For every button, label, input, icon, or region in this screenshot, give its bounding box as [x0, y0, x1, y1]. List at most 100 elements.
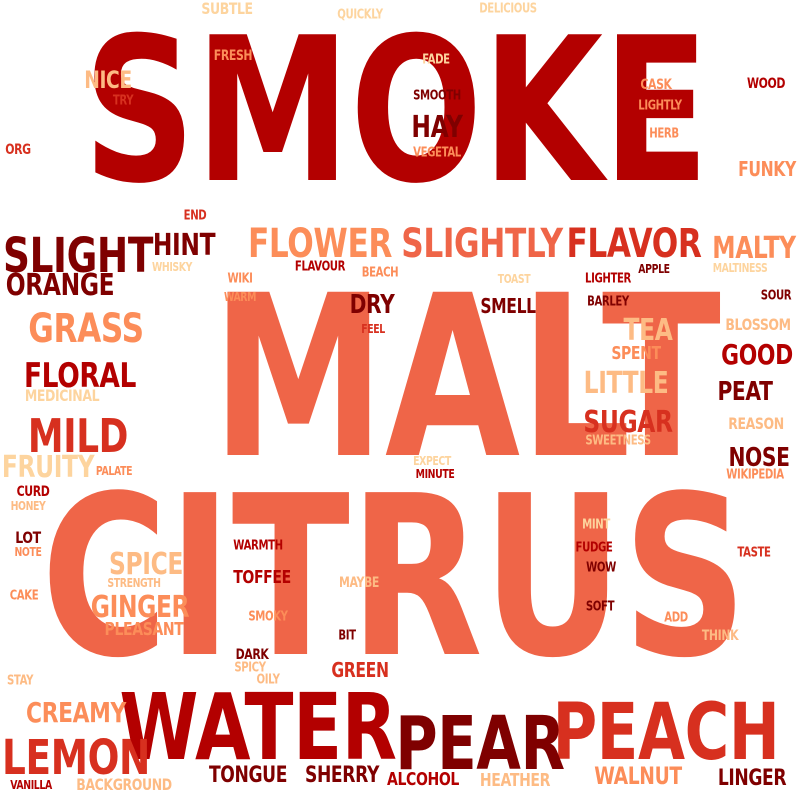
word-creamy: CREAMY [26, 696, 126, 729]
word-medicinal: MEDICINAL [24, 386, 100, 405]
word-wikipedia: WIKIPEDIA [726, 467, 784, 483]
word-floral: FLORAL [23, 356, 137, 396]
word-ginger: GINGER [90, 590, 190, 625]
word-malt: MALT [211, 247, 721, 508]
word-green: GREEN [331, 658, 389, 682]
word-expect: EXPECT [413, 454, 451, 468]
word-fudge: FUDGE [575, 540, 613, 556]
word-flavor: FLAVOR [566, 221, 702, 267]
word-hay: HAY [411, 110, 463, 145]
word-fruity: FRUITY [1, 450, 95, 485]
word-sugar: SUGAR [583, 405, 673, 440]
word-alcohol: ALCOHOL [387, 769, 459, 790]
word-water: WATER [119, 674, 397, 781]
word-maltiness: MALTINESS [712, 261, 768, 275]
word-apple: APPLE [638, 262, 670, 276]
word-dry: DRY [349, 290, 395, 320]
word-cake: CAKE [9, 588, 39, 604]
word-toffee: TOFFEE [233, 567, 291, 588]
word-stay: STAY [6, 673, 34, 689]
word-end: END [183, 208, 207, 224]
word-barley: BARLEY [587, 294, 629, 310]
word-taste: TASTE [737, 545, 771, 561]
word-palate: PALATE [95, 464, 133, 478]
word-maybe: MAYBE [338, 575, 380, 591]
word-linger: LINGER [717, 766, 787, 791]
word-lot: LOT [15, 528, 41, 547]
word-blossom: BLOSSOM [725, 315, 791, 334]
word-lightly: LIGHTLY [638, 98, 682, 114]
word-toast: TOAST [497, 272, 531, 286]
word-funky: FUNKY [738, 157, 796, 181]
word-sour: SOUR [760, 288, 792, 304]
word-sweetness: SWEETNESS [585, 433, 651, 449]
word-citrus: CITRUS [41, 449, 747, 707]
word-herb: HERB [649, 126, 679, 142]
word-oily: OILY [256, 672, 280, 688]
word-warmth: WARMTH [233, 538, 283, 554]
word-reason: REASON [728, 414, 784, 433]
word-tongue: TONGUE [208, 763, 288, 788]
word-pear: PEAR [395, 701, 565, 787]
word-little: LITTLE [583, 366, 669, 401]
word-sherry: SHERRY [304, 763, 380, 788]
word-nice: NICE [84, 66, 132, 94]
word-walnut: WALNUT [594, 762, 682, 790]
word-malty: MALTY [712, 231, 796, 266]
word-spicy: SPICY [234, 660, 266, 676]
word-heather: HEATHER [479, 770, 551, 791]
word-quickly: QUICKLY [337, 7, 383, 23]
word-soft: SOFT [585, 599, 615, 615]
word-whisky: WHISKY [151, 260, 193, 274]
word-beach: BEACH [361, 265, 399, 281]
word-wood: WOOD [746, 76, 786, 92]
word-mint: MINT [582, 517, 610, 533]
word-spent: SPENT [611, 343, 661, 364]
word-peach: PEACH [552, 688, 780, 778]
word-spice: SPICE [109, 547, 183, 582]
word-org: ORG [5, 142, 31, 158]
word-hint: HINT [152, 228, 216, 263]
word-fade: FADE [422, 52, 450, 68]
word-smell: SMELL [480, 294, 536, 318]
word-vegetal: VEGETAL [413, 145, 461, 161]
word-warm: WARM [223, 290, 257, 304]
word-smooth: SMOOTH [413, 88, 461, 104]
word-vanilla: VANILLA [10, 778, 52, 792]
word-nose: NOSE [728, 443, 790, 473]
word-try: TRY [112, 93, 134, 109]
word-subtle: SUBTLE [201, 0, 253, 18]
word-strength: STRENGTH [107, 576, 161, 590]
word-slight: SLIGHT [2, 228, 154, 284]
word-minute: MINUTE [415, 467, 455, 481]
word-pleasant: PLEASANT [104, 619, 184, 640]
word-feel: FEEL [361, 322, 385, 336]
word-peat: PEAT [717, 377, 773, 407]
word-flower: FLOWER [247, 221, 393, 267]
word-wiki: WIKI [227, 271, 253, 287]
word-dark: DARK [235, 647, 269, 663]
word-cask: CASK [640, 77, 672, 93]
word-note: NOTE [14, 545, 42, 559]
word-lighter: LIGHTER [585, 271, 631, 287]
word-orange: ORANGE [5, 268, 115, 303]
word-mild: MILD [27, 409, 129, 463]
word-fresh: FRESH [213, 48, 253, 64]
word-lemon: LEMON [2, 730, 150, 786]
word-think: THINK [701, 628, 739, 644]
word-smoke: SMOKE [83, 0, 709, 228]
word-flavour: FLAVOUR [294, 259, 346, 275]
word-curd: CURD [16, 484, 50, 500]
word-slightly: SLIGHTLY [401, 221, 563, 267]
word-bit: BIT [338, 628, 356, 644]
word-add: ADD [664, 610, 688, 626]
word-honey: HONEY [10, 499, 46, 513]
word-grass: GRASS [28, 306, 144, 352]
word-smoky: SMOKY [248, 609, 288, 625]
word-good: GOOD [721, 338, 793, 371]
word-background: BACKGROUND [76, 775, 172, 794]
word-delicious: DELICIOUS [479, 1, 537, 17]
word-wow: WOW [586, 560, 616, 576]
word-tea: TEA [623, 313, 673, 348]
